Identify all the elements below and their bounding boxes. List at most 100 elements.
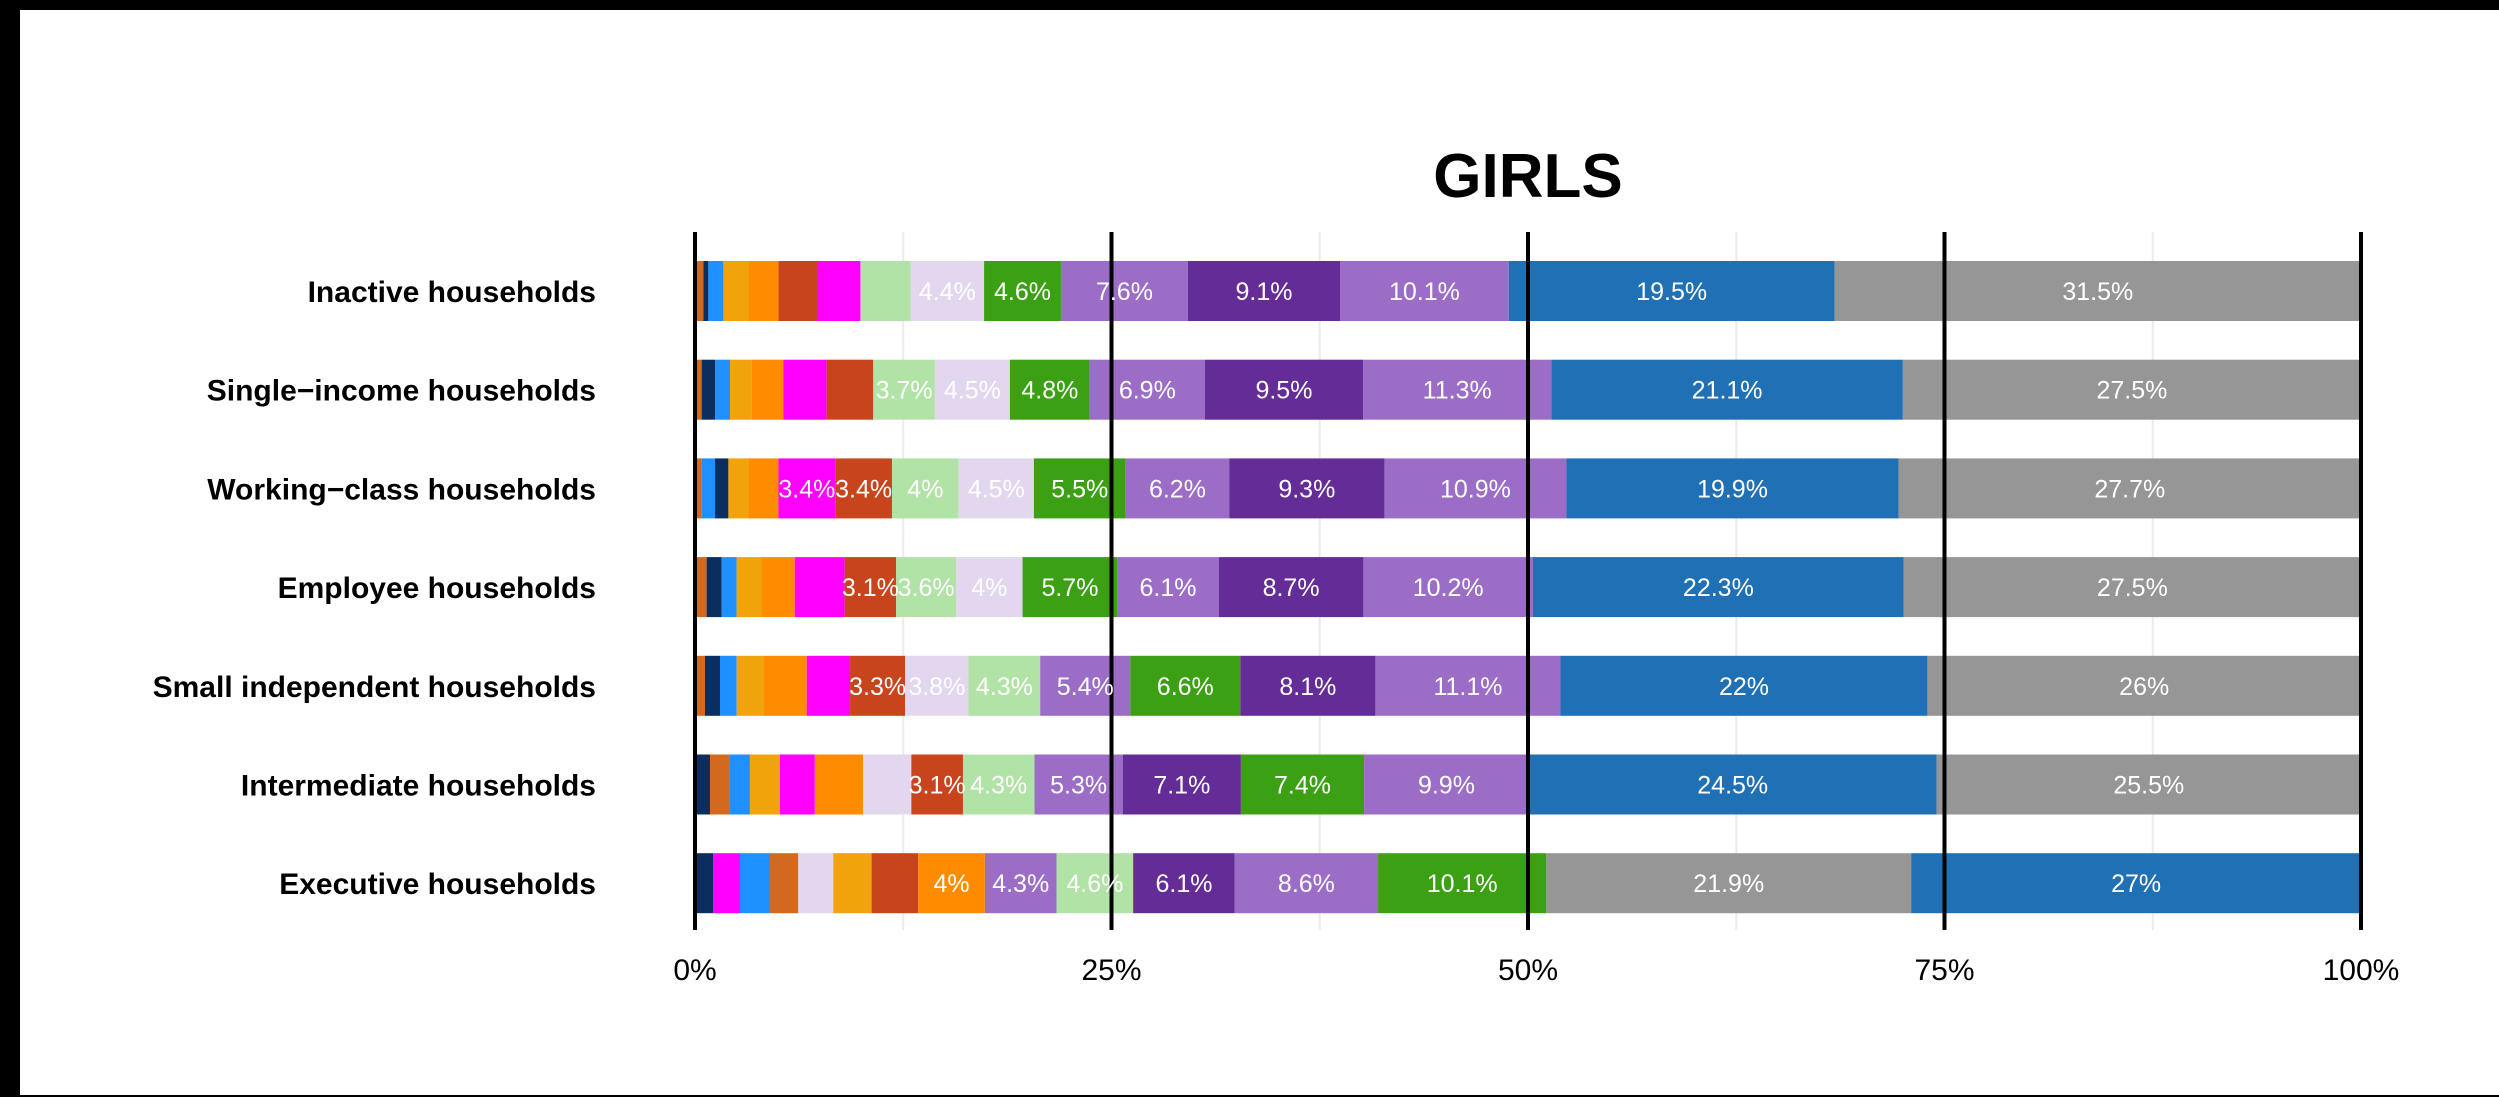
x-axis-ticks: 0% 25% 50% 75% 100% xyxy=(673,954,2399,987)
bar-segment xyxy=(1834,261,2361,321)
category-label: Executive households xyxy=(279,868,596,901)
bar-segment xyxy=(816,261,861,321)
category-label: Working−class households xyxy=(207,473,596,506)
segment-label: 3.3% xyxy=(849,673,906,701)
bar-segment xyxy=(695,754,710,815)
segment-label: 4.5% xyxy=(968,475,1025,503)
bar-segment xyxy=(1240,655,1376,716)
bar-segment xyxy=(1218,557,1364,618)
segment-label: 10.1% xyxy=(1389,278,1460,306)
bar-segment xyxy=(1234,853,1379,914)
segment-label: 25.5% xyxy=(2113,772,2184,800)
bar-segment xyxy=(736,557,762,618)
bar-segment xyxy=(1056,853,1134,914)
segment-label: 22% xyxy=(1719,673,1769,701)
bar-segment xyxy=(701,359,715,420)
segment-label: 11.1% xyxy=(1433,673,1502,701)
bar-segment xyxy=(1340,261,1509,321)
category-label: Intermediate households xyxy=(241,770,596,803)
bar-segment xyxy=(749,754,780,815)
bar-segment xyxy=(826,359,874,420)
segment-label: 22.3% xyxy=(1683,574,1754,602)
bar-segment xyxy=(715,458,729,519)
bar-segment xyxy=(806,655,851,716)
bar-segment xyxy=(783,359,827,420)
segment-label: 19.5% xyxy=(1636,278,1707,306)
bar-segment xyxy=(769,853,799,914)
segment-label: 19.9% xyxy=(1697,475,1768,503)
category-label: Single−income households xyxy=(207,375,596,408)
bar-segment xyxy=(835,458,892,519)
bar-segment xyxy=(1902,359,2361,420)
bar-segment xyxy=(1229,458,1385,519)
bar-segment xyxy=(911,754,963,815)
segment-label: 4.6% xyxy=(994,278,1051,306)
segment-label: 3.1% xyxy=(909,772,966,800)
bar-segment xyxy=(905,655,969,716)
bars-layer xyxy=(695,261,2361,914)
segment-label: 11.3% xyxy=(1423,377,1492,405)
bar-segment xyxy=(695,853,714,914)
bar-segment xyxy=(1903,557,2361,618)
bar-segment xyxy=(720,655,737,716)
bar-segment xyxy=(1551,359,1903,420)
bar-segment xyxy=(910,261,985,321)
bar-segment xyxy=(729,359,752,420)
bar-segment xyxy=(1560,655,1928,716)
category-label: Small independent households xyxy=(153,671,596,704)
segment-label: 10.2% xyxy=(1413,574,1484,602)
bar-segment xyxy=(1130,655,1241,716)
bar-segment xyxy=(1936,754,2361,815)
segment-label: 27.5% xyxy=(2097,574,2168,602)
bar-segment xyxy=(1089,359,1205,420)
bar-segment xyxy=(844,557,897,618)
bar-segment xyxy=(779,754,815,815)
bar-segment xyxy=(1546,853,1912,914)
bar-segment xyxy=(1187,261,1341,321)
bar-segment xyxy=(721,557,737,618)
bar-segment xyxy=(1125,458,1230,519)
bar-segment xyxy=(1122,754,1241,815)
bar-segment xyxy=(984,853,1057,914)
bar-segment xyxy=(723,261,749,321)
bar-segment xyxy=(695,458,702,519)
bar-segment xyxy=(1378,853,1547,914)
segment-label: 5.3% xyxy=(1050,772,1107,800)
bar-segment xyxy=(1528,754,1937,815)
category-labels: Inactive households Single−income househo… xyxy=(153,276,596,901)
segment-label: 4.3% xyxy=(976,673,1033,701)
segment-label: 27.7% xyxy=(2094,475,2165,503)
segment-label: 4.3% xyxy=(970,772,1027,800)
x-tick-label: 75% xyxy=(1914,954,1974,987)
bar-segment xyxy=(729,754,750,815)
x-tick-label: 25% xyxy=(1081,954,1141,987)
bar-segment xyxy=(798,853,834,914)
chart-title: GIRLS xyxy=(1433,142,1622,211)
bar-segment xyxy=(968,655,1041,716)
segment-label: 3.4% xyxy=(835,475,892,503)
bar-segment xyxy=(814,754,864,815)
bar-segment xyxy=(1117,557,1219,618)
bar-segment xyxy=(714,359,730,420)
segment-label: 6.2% xyxy=(1149,475,1206,503)
bar-segment xyxy=(695,557,707,618)
segment-label: 8.6% xyxy=(1278,870,1335,898)
segment-label: 4.8% xyxy=(1021,377,1078,405)
segment-label: 7.4% xyxy=(1274,772,1331,800)
segment-label: 10.9% xyxy=(1440,475,1511,503)
bar-segment xyxy=(956,557,1023,618)
bar-segment xyxy=(1204,359,1364,420)
segment-label: 24.5% xyxy=(1697,772,1768,800)
segment-label: 4.5% xyxy=(944,377,1001,405)
segment-label: 26% xyxy=(2119,673,2169,701)
segment-label: 7.1% xyxy=(1153,772,1210,800)
bar-segment xyxy=(794,557,845,618)
segment-label: 9.1% xyxy=(1235,278,1292,306)
segment-label: 3.1% xyxy=(842,574,899,602)
bar-segment xyxy=(728,458,749,519)
category-label: Inactive households xyxy=(308,276,596,309)
segment-label: 6.1% xyxy=(1155,870,1212,898)
bar-segment xyxy=(763,655,807,716)
